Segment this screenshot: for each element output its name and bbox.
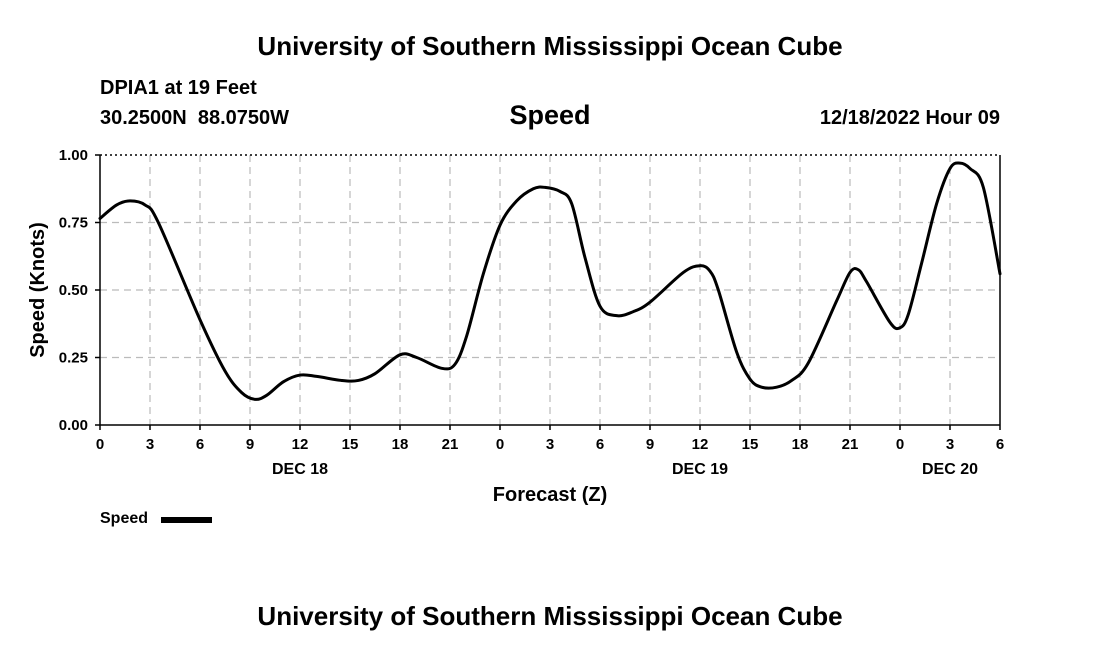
station-label: DPIA1 at 19 Feet	[100, 77, 257, 99]
series-line-speed	[98, 161, 1002, 401]
y-tick-label: 0.00	[59, 417, 88, 434]
y-tick-label: 1.00	[59, 147, 88, 164]
x-tick-label: 18	[392, 436, 409, 453]
legend-line-swatch	[161, 517, 212, 523]
x-tick-label: 0	[96, 436, 104, 453]
chart-title: Speed	[509, 100, 591, 130]
x-tick-label: 0	[496, 436, 504, 453]
day-label: DEC 20	[922, 461, 978, 478]
x-tick-label: 6	[596, 436, 604, 453]
footer-title: University of Southern Mississippi Ocean…	[257, 601, 843, 631]
x-tick-label: 6	[996, 436, 1004, 453]
day-label: DEC 18	[272, 461, 328, 478]
day-label: DEC 19	[672, 461, 728, 478]
y-tick-label: 0.25	[59, 350, 88, 367]
x-tick-label: 3	[146, 436, 154, 453]
x-axis-title: Forecast (Z)	[493, 484, 607, 506]
legend-label: Speed	[100, 510, 149, 527]
timestamp-label: 12/18/2022 Hour 09	[819, 107, 1000, 129]
x-tick-label: 3	[546, 436, 554, 453]
x-tick-label: 3	[946, 436, 954, 453]
x-tick-label: 12	[692, 436, 709, 453]
y-tick-label: 0.50	[59, 282, 88, 299]
x-tick-label: 21	[442, 436, 459, 453]
x-tick-label: 6	[196, 436, 204, 453]
coordinates-label: 30.2500N 88.0750W	[100, 107, 290, 129]
x-tick-label: 9	[246, 436, 254, 453]
y-tick-label: 0.75	[59, 215, 88, 232]
page-title: University of Southern Mississippi Ocean…	[257, 31, 843, 61]
x-tick-label: 0	[896, 436, 904, 453]
x-tick-label: 12	[292, 436, 309, 453]
x-tick-label: 9	[646, 436, 654, 453]
x-tick-label: 21	[842, 436, 859, 453]
x-tick-label: 18	[792, 436, 809, 453]
x-tick-label: 15	[342, 436, 359, 453]
x-tick-label: 15	[742, 436, 759, 453]
y-axis-title: Speed (Knots)	[27, 222, 49, 358]
